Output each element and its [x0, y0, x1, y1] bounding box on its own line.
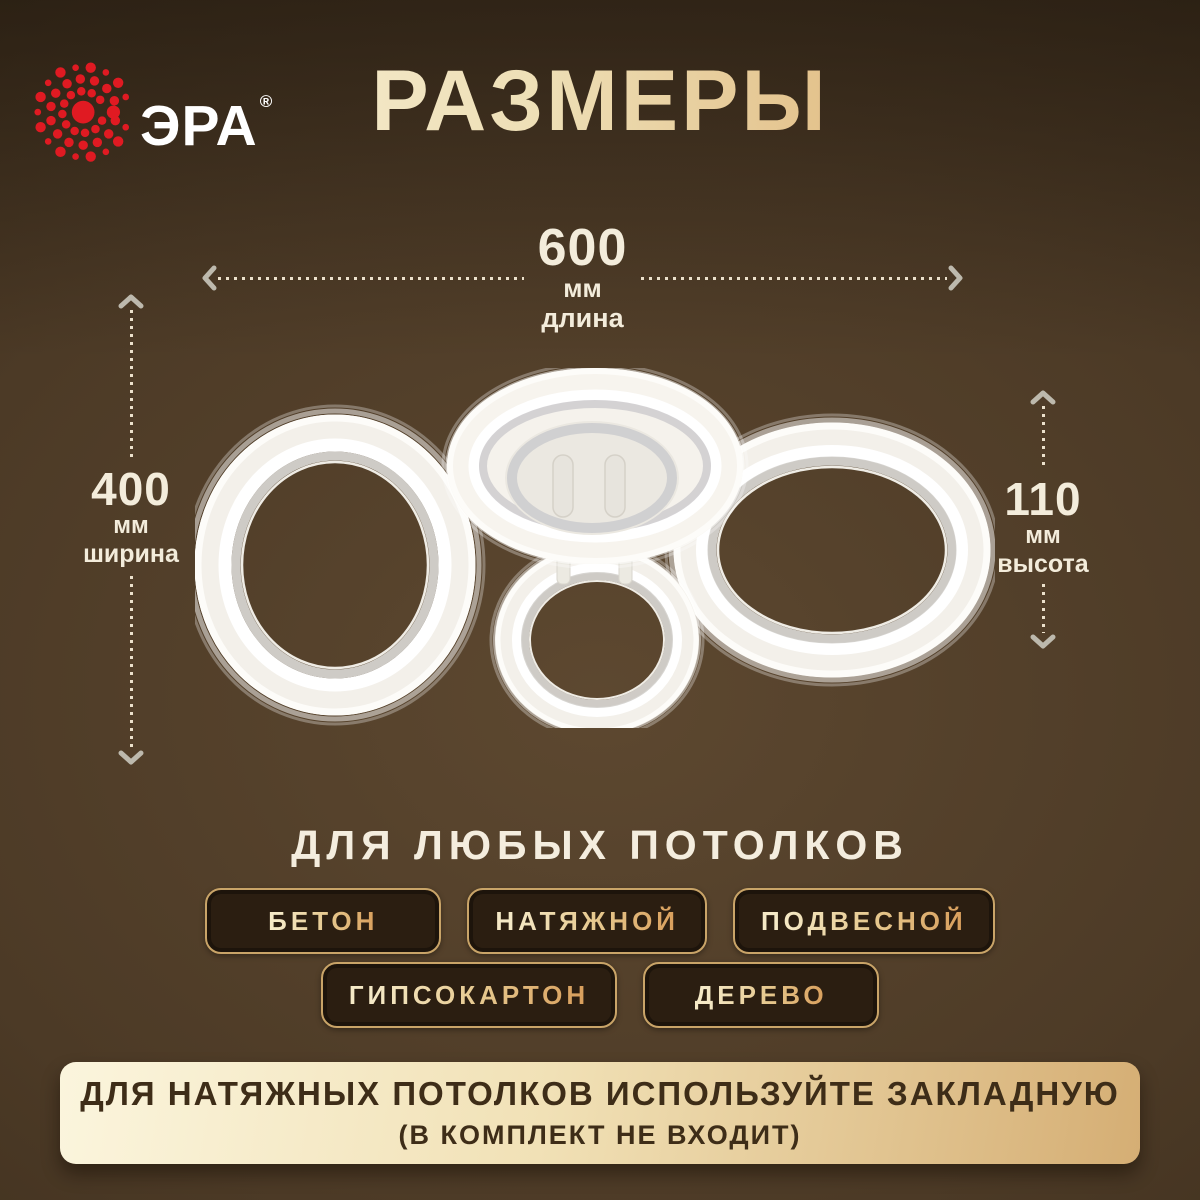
dimension-text: 600 мм длина	[524, 222, 642, 335]
dotted-line	[1041, 406, 1045, 470]
lamp-mount-rod	[604, 454, 626, 518]
dimension-label: ширина	[83, 539, 179, 568]
registered-mark: ®	[260, 92, 274, 111]
chevron-up-icon	[1030, 390, 1056, 405]
dimension-height: 110 мм высота	[977, 388, 1109, 651]
lamp-mount-rod	[552, 454, 574, 518]
notice-banner: ДЛЯ НАТЯЖНЫХ ПОТОЛКОВ ИСПОЛЬЗУЙТЕ ЗАКЛАД…	[60, 1062, 1140, 1164]
brand-logo: ЭРА®	[34, 50, 273, 178]
badge-label: ПОДВЕСНОЙ	[760, 905, 967, 936]
badge-suspended: ПОДВЕСНОЙ	[732, 888, 995, 954]
dimension-length: 600 мм длина	[200, 222, 965, 333]
badge-drywall: ГИПСОКАРТОН	[320, 962, 618, 1028]
ceiling-badges-row-2: ГИПСОКАРТОН ДЕРЕВО	[0, 962, 1200, 1028]
brand-name: ЭРА®	[140, 50, 273, 178]
dimension-value: 400	[91, 463, 171, 515]
page-title: РАЗМЕРЫ	[0, 52, 1200, 151]
badge-label: ГИПСОКАРТОН	[348, 979, 590, 1010]
product-image-four-ring-ceiling-light	[195, 368, 995, 728]
lamp-ring-top	[441, 368, 749, 570]
lamp-ring-right	[664, 413, 995, 687]
dotted-line	[129, 576, 133, 749]
chevron-up-icon	[118, 294, 144, 309]
dimension-label: высота	[997, 549, 1089, 578]
badge-concrete: БЕТОН	[205, 888, 442, 954]
era-starburst-icon	[34, 62, 130, 162]
dotted-line	[218, 276, 524, 280]
badge-label: НАТЯЖНОЙ	[495, 905, 679, 936]
dimension-width: 400 мм ширина	[63, 292, 199, 767]
ceilings-heading: ДЛЯ ЛЮБЫХ ПОТОЛКОВ	[291, 822, 909, 868]
dimension-value: 110	[1004, 473, 1082, 525]
dimension-text: 110 мм высота	[997, 470, 1088, 584]
dimension-unit: мм	[1025, 522, 1061, 549]
dimension-unit: мм	[563, 272, 602, 303]
chevron-down-icon	[1030, 634, 1056, 649]
lamp-ring-left	[195, 404, 486, 726]
dotted-line	[129, 310, 133, 458]
dimension-unit: мм	[113, 512, 149, 539]
badge-stretch: НАТЯЖНОЙ	[467, 888, 707, 954]
badge-label: БЕТОН	[268, 905, 379, 936]
dimension-value: 600	[537, 218, 628, 277]
chevron-down-icon	[118, 750, 144, 765]
badge-wood: ДЕРЕВО	[643, 962, 880, 1028]
banner-line-1: ДЛЯ НАТЯЖНЫХ ПОТОЛКОВ ИСПОЛЬЗУЙТЕ ЗАКЛАД…	[80, 1075, 1120, 1112]
dotted-line	[641, 276, 948, 280]
banner-line-2: (В КОМПЛЕКТ НЕ ВХОДИТ)	[398, 1120, 802, 1150]
dotted-line	[1041, 584, 1045, 633]
chevron-left-icon	[202, 265, 217, 291]
badge-label: ДЕРЕВО	[694, 979, 828, 1010]
lamp-center-plate	[505, 421, 679, 535]
dimension-text: 400 мм ширина	[83, 458, 179, 576]
chevron-right-icon	[948, 265, 963, 291]
lamp-ring-bottom	[489, 540, 705, 728]
dimension-label: длина	[541, 303, 624, 334]
ceiling-badges-row-1: БЕТОН НАТЯЖНОЙ ПОДВЕСНОЙ	[0, 888, 1200, 954]
